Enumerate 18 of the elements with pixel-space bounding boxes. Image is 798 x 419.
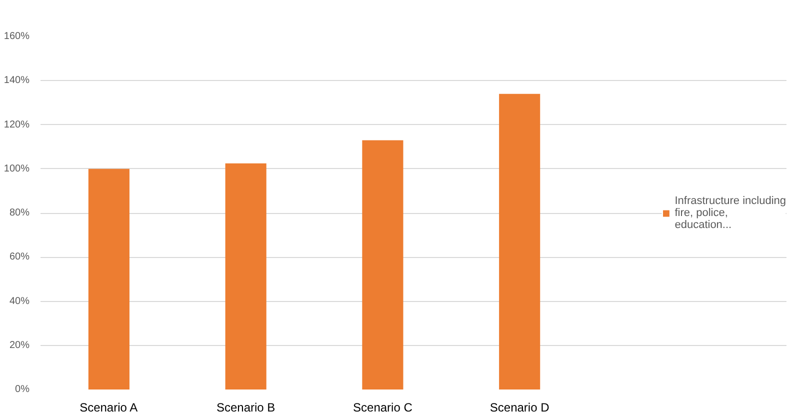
x-tick-label: Scenario D: [490, 400, 550, 414]
x-tick-label: Scenario C: [353, 400, 413, 414]
y-tick-label: 60%: [9, 252, 30, 263]
bar: [88, 168, 130, 390]
bar: [225, 163, 266, 390]
bar: [499, 94, 540, 390]
y-tick-label: 140%: [4, 75, 30, 86]
y-tick-label: 40%: [9, 296, 30, 307]
bar: [362, 140, 404, 390]
y-tick-label: 120%: [4, 119, 30, 130]
y-tick-label: 100%: [4, 163, 30, 174]
x-tick-label: Scenario B: [216, 400, 276, 414]
y-tick-label: 80%: [9, 208, 30, 218]
x-tick-label: Scenario A: [80, 400, 138, 414]
y-tick-label: 160%: [4, 31, 30, 42]
y-tick-label: 20%: [9, 340, 30, 351]
legend-label: Infrastructure including fire, police, education...: [674, 194, 786, 230]
y-tick-label: 0%: [15, 384, 30, 395]
